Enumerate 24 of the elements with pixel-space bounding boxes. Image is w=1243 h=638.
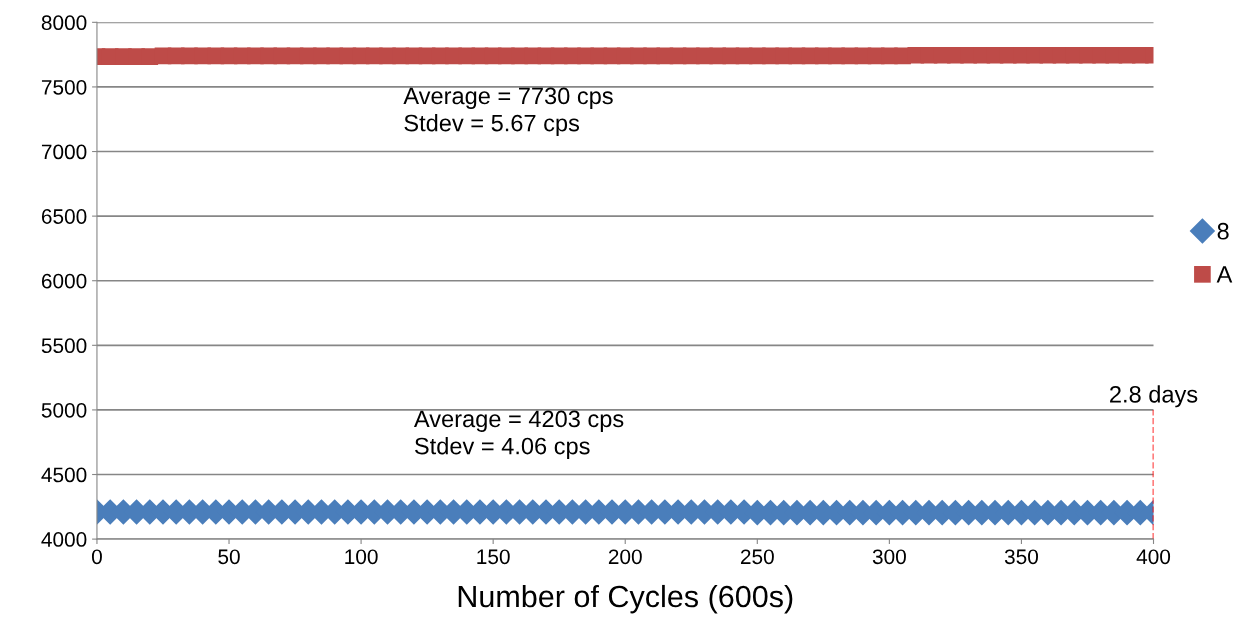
x-tick-label: 300 [872, 549, 906, 565]
x-tick-label: 0 [91, 549, 102, 565]
annotation: Average = 7730 cps Stdev = 5.67 cps [403, 87, 613, 137]
y-tick-label: 4000 [41, 532, 87, 547]
x-axis-title: Number of Cycles (600s) [458, 584, 793, 614]
x-tick-label: 250 [740, 549, 774, 565]
x-tick-label: 150 [477, 549, 510, 565]
y-tick-label: 6000 [41, 273, 87, 289]
x-tick-label: 350 [1004, 549, 1038, 565]
y-tick-label: 4500 [41, 467, 87, 483]
x-tick-label: 50 [218, 549, 240, 565]
x-tick-label: 200 [608, 549, 642, 565]
x-tick-label: 400 [1136, 549, 1171, 565]
annotation: Average = 4203 cps Stdev = 4.06 cps [413, 410, 624, 460]
x-tick-label: 100 [345, 549, 378, 565]
y-tick-label: 8000 [41, 15, 87, 31]
ref-line-label: 2.8 days [1110, 385, 1198, 408]
y-tick-label: 7000 [41, 144, 87, 160]
legend-label: A [1216, 266, 1233, 283]
y-tick-label: 7500 [41, 79, 87, 95]
y-tick-label: 5500 [41, 338, 87, 354]
y-tick-label: 6500 [41, 209, 87, 224]
y-tick-label: 5000 [41, 402, 87, 418]
legend-label: 8 [1217, 222, 1229, 240]
